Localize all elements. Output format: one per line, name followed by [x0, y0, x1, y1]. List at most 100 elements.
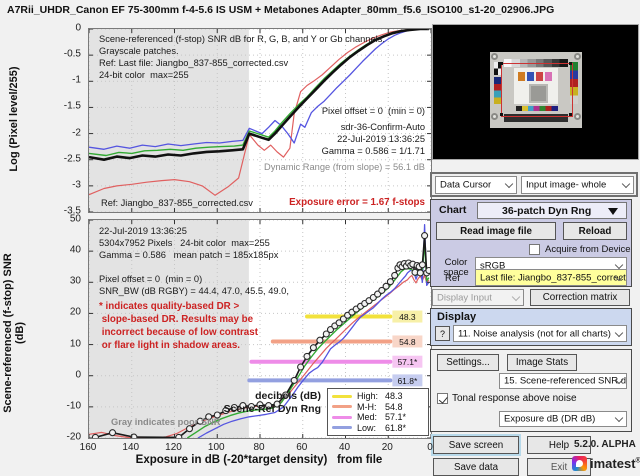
roi-corner-marker	[569, 62, 572, 65]
tick-label: -3.5	[63, 205, 81, 217]
check-icon	[438, 393, 447, 403]
tick-label: 40	[69, 244, 81, 256]
color-patches	[518, 72, 554, 81]
dr-warning-annotation: * indicates quality-based DR > slope-bas…	[99, 301, 258, 351]
figure-title: A7Rii_UHDR_Canon EF 75-300mm f-4-5.6 IS …	[7, 4, 555, 16]
tonal-response-checkbox[interactable]	[437, 393, 448, 404]
bottom-chart-xlabel: Exposure in dB (-20*target density) from…	[135, 454, 383, 466]
mini-color-strip	[516, 106, 558, 111]
roi-overlay	[501, 63, 573, 117]
roi-corner-marker	[500, 62, 503, 65]
chart-canvas: 48.3 54.8 57.1* 61.8*	[89, 220, 431, 438]
bottom-dark-band	[504, 114, 568, 122]
settings-button[interactable]: Settings...	[437, 354, 499, 371]
tick-label: 80	[253, 442, 265, 453]
bottom-chart-ylabel: Scene-referenced (f-stop) SNR (dB)	[2, 253, 26, 413]
reload-button[interactable]: Reload	[563, 222, 627, 240]
imatest-logo-icon	[572, 456, 587, 471]
tick-label: 120	[165, 442, 182, 453]
save-data-button[interactable]: Save data	[433, 458, 519, 476]
svg-text:57.1*: 57.1*	[397, 357, 418, 367]
chart-settings-panel: Chart 36-patch Dyn Rng Read image file R…	[430, 199, 632, 287]
checker-patch	[494, 62, 502, 75]
legend-row-low: Low: 61.8*	[332, 423, 424, 434]
svg-text:61.8*: 61.8*	[397, 376, 418, 386]
read-image-file-button[interactable]: Read image file	[436, 222, 556, 240]
tick-label: 50	[69, 213, 81, 225]
snr-chart: 48.3 54.8 57.1* 61.8* 22-Jul-2019 13:36:25 …	[88, 219, 432, 439]
tick-label: 0	[75, 369, 81, 381]
legend-swatch-high	[332, 394, 352, 398]
exposure-axis-select[interactable]: Exposure dB (DR dB)	[499, 411, 627, 427]
display-panel: Display ? 11. Noise analysis (not for al…	[430, 308, 632, 346]
dynamic-range-annotation: Dynamic Range (from slope) = 56.1 dB	[264, 162, 425, 172]
top-chart-ylabel: Log (Pixel level/255)	[8, 66, 20, 172]
snr-info-annotation: 22-Jul-2019 13:36:25 5304x7952 Pixels 24…	[99, 226, 289, 296]
acquire-from-device-label: Acquire from Device	[545, 244, 631, 255]
tick-label: 10	[69, 338, 81, 350]
roi-corner-marker	[569, 113, 572, 116]
color-space-label: Color space	[443, 257, 469, 278]
legend-swatch-mh	[332, 405, 352, 409]
roi-corner-marker	[500, 113, 503, 116]
chevron-down-icon	[614, 413, 624, 423]
display-mode-select[interactable]: 11. Noise analysis (not for all charts)	[453, 325, 627, 342]
chart-type-select[interactable]: 36-patch Dyn Rng	[477, 202, 627, 219]
chart-label: Chart	[439, 204, 467, 216]
tick-label: 0	[427, 442, 433, 453]
input-image-preview	[432, 24, 639, 160]
tick-label: 40	[338, 442, 351, 453]
poor-snr-annotation: Gray indicates poor SNR	[111, 417, 221, 427]
exposure-error-annotation: Exposure error = 1.67 f-stops	[289, 197, 425, 208]
tick-label: 140	[122, 442, 140, 453]
display-input-select: Display Input	[432, 289, 524, 306]
version-label: 5.2.0. ALPHA	[574, 439, 636, 450]
legend-swatch-med	[332, 415, 352, 419]
tick-label: 100	[207, 442, 225, 453]
right-color-column	[570, 62, 578, 104]
image-stats-button[interactable]: Image Stats	[507, 354, 577, 371]
display-options-panel: Settings... Image Stats 15. Scene-refere…	[430, 349, 632, 432]
left-color-column	[494, 77, 502, 104]
dyn-rng-legend: High: 48.3 M-H: 54.8 Med: 57.1* Low: 61.…	[327, 388, 429, 436]
legend-row-mh: M-H: 54.8	[332, 402, 424, 413]
ref-file-select[interactable]: Last file: Jiangbo_837-855_corrected....	[475, 269, 627, 286]
color-patch-red	[536, 72, 543, 81]
registration-mark-icon	[574, 53, 581, 60]
cursor-toolbar: Data Cursor Input image- whole	[430, 172, 638, 197]
input-image-select[interactable]: Input image- whole	[521, 176, 634, 194]
tick-label: 20	[69, 306, 81, 318]
tonal-response-chart: Scene-referenced (f-stop) SNR dB for R, …	[88, 28, 432, 213]
ref-file-annotation: Ref: Jiangbo_837-855_corrected.csv	[101, 198, 253, 208]
tick-label: -2.5	[63, 153, 81, 165]
pixel-offset-annotation: Pixel offset = 0 (min = 0)	[321, 106, 425, 116]
dropdown-triangle-icon	[608, 208, 618, 215]
snr-display-select[interactable]: 15. Scene-referenced SNR dB ...	[499, 373, 627, 389]
chevron-down-icon	[621, 179, 631, 189]
data-cursor-select[interactable]: Data Cursor	[435, 176, 517, 194]
chevron-down-icon	[614, 260, 624, 269]
legend-row-high: High: 48.3	[332, 391, 424, 402]
tick-label: 160	[79, 442, 97, 453]
acquire-from-device-checkbox[interactable]	[529, 244, 540, 255]
display-section-title: Display	[437, 311, 477, 323]
chart-canvas	[89, 29, 431, 212]
tick-label: -3	[72, 179, 81, 191]
color-patch-pink	[545, 72, 552, 81]
color-patch-blue	[527, 72, 534, 81]
help-button[interactable]: Help	[527, 436, 591, 454]
legend-swatch-low	[332, 426, 352, 430]
gray-face-patch	[529, 84, 548, 103]
tick-label: 20	[381, 442, 393, 453]
top-chart-header: Scene-referenced (f-stop) SNR dB for R, …	[99, 34, 385, 80]
svg-text:54.8: 54.8	[399, 337, 416, 347]
svg-text:48.3: 48.3	[399, 312, 416, 322]
registration-mark-icon	[491, 53, 498, 60]
tick-label: -20	[66, 431, 81, 443]
save-screen-button[interactable]: Save screen	[433, 436, 519, 454]
legend-row-med: Med: 57.1*	[332, 412, 424, 423]
color-patch-orange	[518, 72, 525, 81]
display-help-button[interactable]: ?	[435, 326, 450, 341]
correction-matrix-button[interactable]: Correction matrix	[530, 289, 630, 306]
